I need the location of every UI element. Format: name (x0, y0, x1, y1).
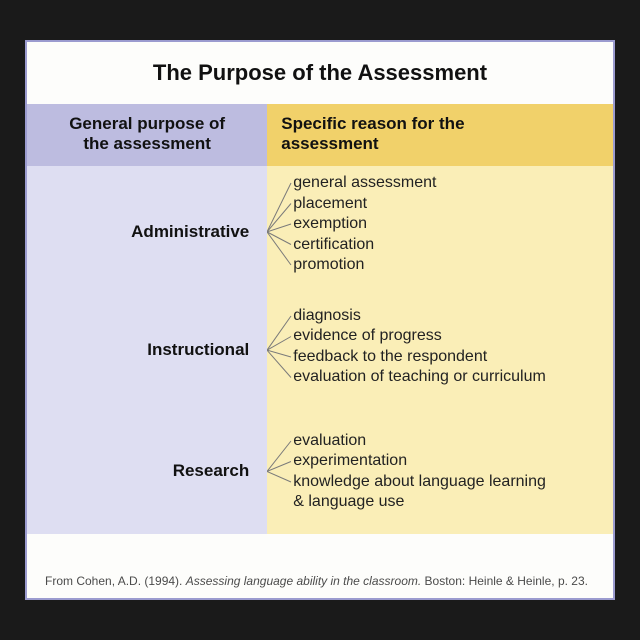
specific-list: diagnosisevidence of progressfeedback to… (293, 306, 546, 388)
specific-item: diagnosis (293, 306, 546, 326)
diagram-title: The Purpose of the Assessment (27, 42, 613, 104)
specific-item: certification (293, 235, 436, 255)
right-column-body: general assessmentplacementexemptioncert… (267, 166, 613, 534)
specific-item: experimentation (293, 451, 546, 471)
general-label: Administrative (131, 222, 249, 242)
general-label: Research (173, 461, 250, 481)
left-column-body: Administrative Instructional Research (27, 166, 267, 534)
citation-suffix: Boston: Heinle & Heinle, p. 23. (421, 574, 588, 588)
citation-title: Assessing language ability in the classr… (186, 574, 421, 588)
specific-list: general assessmentplacementexemptioncert… (293, 173, 436, 275)
left-column: General purpose of the assessment Admini… (27, 104, 267, 534)
specific-item: knowledge about language learning & lang… (293, 472, 546, 513)
specific-list: evaluationexperimentationknowledge about… (293, 431, 546, 513)
specific-item: evaluation of teaching or curriculum (293, 367, 546, 387)
specific-item: evaluation (293, 431, 546, 451)
specific-item: promotion (293, 255, 436, 275)
specific-item: general assessment (293, 173, 436, 193)
citation: From Cohen, A.D. (1994). Assessing langu… (45, 574, 595, 588)
specific-item: evidence of progress (293, 326, 546, 346)
diagram-frame: The Purpose of the Assessment General pu… (25, 40, 615, 600)
left-column-header: General purpose of the assessment (27, 104, 267, 166)
specific-item: placement (293, 194, 436, 214)
columns-wrap: General purpose of the assessment Admini… (27, 104, 613, 534)
right-column: Specific reason for the assessment gener… (267, 104, 613, 534)
citation-prefix: From Cohen, A.D. (1994). (45, 574, 186, 588)
specific-item: feedback to the respondent (293, 347, 546, 367)
right-column-header: Specific reason for the assessment (267, 104, 613, 166)
general-label: Instructional (147, 340, 249, 360)
specific-item: exemption (293, 214, 436, 234)
